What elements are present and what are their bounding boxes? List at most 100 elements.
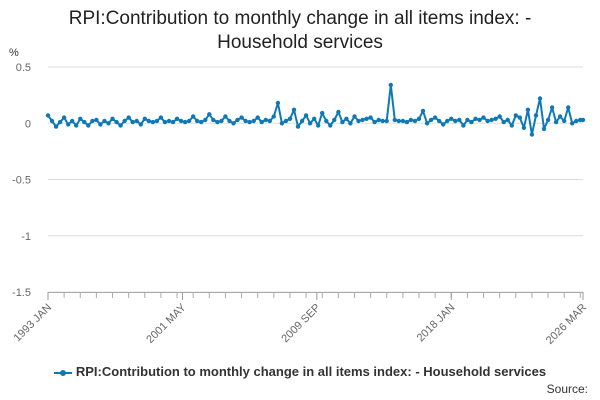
data-point <box>372 119 377 125</box>
data-point <box>533 113 539 118</box>
data-point <box>146 118 151 124</box>
x-tick-label: 2018 JAN <box>415 302 458 345</box>
data-point <box>86 123 91 128</box>
data-point <box>98 122 103 127</box>
y-tick-label: 0.5 <box>16 62 31 74</box>
y-tick-label: 0 <box>25 118 31 130</box>
data-point <box>352 114 357 119</box>
data-point <box>207 112 212 117</box>
data-point <box>316 123 321 128</box>
data-point <box>178 118 184 124</box>
data-point <box>525 107 531 113</box>
data-point <box>580 117 586 123</box>
data-point <box>74 123 79 128</box>
data-point <box>324 118 329 124</box>
data-point <box>263 117 268 123</box>
data-point <box>66 122 71 127</box>
data-point <box>130 119 135 125</box>
data-point <box>126 115 131 120</box>
data-point <box>380 118 385 124</box>
data-point <box>545 117 551 123</box>
data-point <box>453 118 458 124</box>
data-point <box>287 116 293 122</box>
data-point <box>122 118 127 124</box>
data-point <box>259 119 264 125</box>
data-point <box>570 121 575 126</box>
data-point <box>227 118 232 124</box>
data-point <box>271 114 276 119</box>
data-point <box>384 118 389 124</box>
data-point <box>376 117 381 123</box>
data-point <box>566 105 571 110</box>
data-point <box>215 119 220 125</box>
data-point <box>445 118 450 124</box>
data-point <box>279 121 285 126</box>
data-point <box>509 123 514 128</box>
data-point <box>424 121 430 126</box>
chart-title-line-2: Household services <box>217 32 383 53</box>
data-point <box>255 115 260 120</box>
y-tick-label: -0.5 <box>12 175 31 187</box>
series-group <box>45 82 586 137</box>
data-point <box>461 123 466 128</box>
data-point <box>307 121 313 126</box>
gridlines <box>48 66 583 293</box>
data-point <box>441 122 446 127</box>
data-point <box>521 125 527 130</box>
data-point <box>299 118 305 124</box>
data-point <box>497 114 502 119</box>
data-point <box>231 121 236 126</box>
data-point <box>291 107 297 113</box>
data-point <box>247 119 252 125</box>
data-point <box>162 119 168 125</box>
source-label: Source: <box>546 382 588 396</box>
data-point <box>78 116 83 122</box>
data-point <box>344 116 349 122</box>
data-point <box>303 113 309 118</box>
x-tick-label: 1993 JAN <box>11 302 54 345</box>
data-point <box>437 118 442 124</box>
data-point <box>392 117 397 123</box>
data-point <box>94 117 99 123</box>
data-point <box>537 96 543 101</box>
data-point <box>364 116 369 122</box>
data-point <box>114 119 119 125</box>
data-point <box>90 118 95 124</box>
data-point <box>388 82 393 88</box>
data-point <box>53 124 59 129</box>
legend-swatch-marker <box>59 369 66 376</box>
data-point <box>61 115 67 120</box>
data-point <box>493 116 498 122</box>
series-line <box>47 84 583 136</box>
data-point <box>195 118 200 124</box>
data-point <box>360 117 365 123</box>
y-axis: % 0.5 0 -0.5 -1 -1.5 <box>9 47 31 299</box>
data-point <box>501 119 506 125</box>
data-point <box>295 124 301 129</box>
data-point <box>574 118 579 124</box>
data-point <box>191 114 196 119</box>
x-tick-label: 2009 SEP <box>279 302 323 346</box>
data-point <box>57 119 63 125</box>
data-point <box>396 118 401 124</box>
data-point <box>203 117 208 123</box>
data-point <box>174 116 180 122</box>
data-point <box>336 109 341 115</box>
chart-title: RPI:Contribution to monthly change in al… <box>0 7 600 55</box>
data-point <box>49 118 55 124</box>
chart-title-line-1: RPI:Contribution to monthly change in al… <box>68 8 532 29</box>
data-point <box>251 118 256 124</box>
data-point <box>45 113 51 118</box>
data-point <box>549 105 555 110</box>
data-point <box>449 116 454 122</box>
data-point <box>408 117 414 123</box>
x-tick-label: 2026 MAR <box>544 302 589 347</box>
data-point <box>400 118 406 124</box>
data-point <box>186 118 192 124</box>
data-point <box>562 118 567 124</box>
data-point <box>432 115 438 120</box>
data-point <box>356 118 361 124</box>
data-point <box>154 118 160 124</box>
data-point <box>404 119 410 125</box>
data-point <box>557 114 563 119</box>
